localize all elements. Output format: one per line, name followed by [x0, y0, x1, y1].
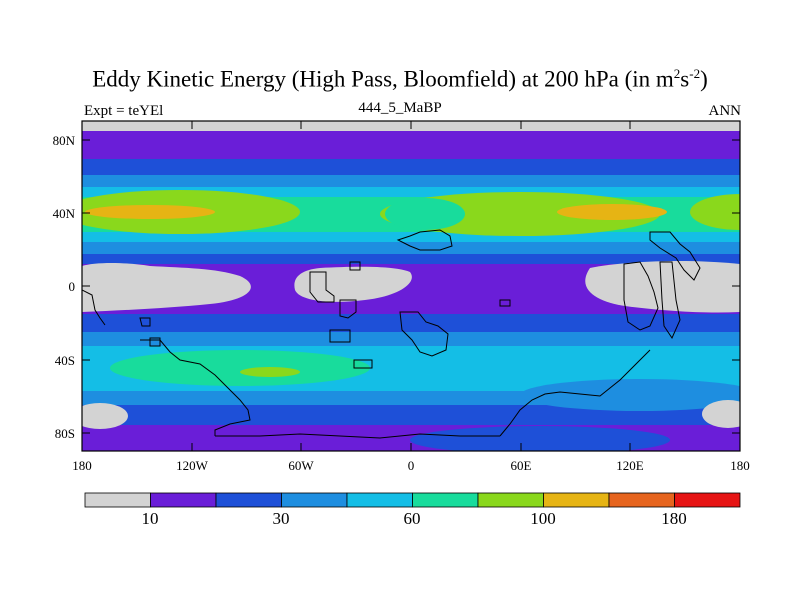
coastlines — [82, 229, 701, 439]
peak-east — [557, 204, 667, 220]
coast-tiny2 — [349, 261, 361, 271]
south-peak — [240, 367, 300, 377]
colorbar-swatch — [412, 492, 479, 508]
coast-atlantic-island — [309, 271, 335, 303]
lon-axis — [81, 121, 741, 451]
colorbar-label: 100 — [530, 509, 556, 528]
coast-north-block — [396, 229, 453, 251]
colorbar-swatch — [215, 492, 282, 508]
lat-tick-label: 80N — [53, 133, 76, 148]
lat-axis — [82, 139, 740, 434]
lon-tick-label: 0 — [408, 458, 415, 473]
lon-tick-label: 180 — [72, 458, 92, 473]
coast-east-mid — [659, 261, 681, 340]
band-blue-south — [82, 314, 740, 332]
south-green — [110, 350, 370, 386]
lon-tick-label: 120W — [176, 458, 209, 473]
colorbar-swatch — [346, 492, 413, 508]
band-blue-north2 — [82, 254, 740, 264]
coast-east-landmass — [623, 261, 659, 331]
lat-tick-label: 80S — [55, 426, 75, 441]
band-violet-north — [82, 131, 740, 159]
colorbar-swatch — [281, 492, 348, 508]
lat-tick-label: 40S — [55, 353, 75, 368]
map-contours — [82, 121, 740, 451]
grey-atlantic — [294, 266, 412, 302]
experiment-label: Expt = teYEl — [84, 103, 164, 119]
coast-small2 — [329, 329, 351, 343]
lon-tick-label: 60W — [288, 458, 314, 473]
colorbar — [84, 492, 741, 508]
peak-west — [85, 205, 215, 219]
lon-tick-label: 180 — [730, 458, 750, 473]
colorbar-swatch — [150, 492, 217, 508]
south-lightblue-east — [520, 379, 740, 411]
coast-northeast — [649, 231, 701, 281]
colorbar-label: 30 — [273, 509, 290, 528]
lon-tick-label: 120E — [616, 458, 644, 473]
coast-south-west — [140, 339, 251, 436]
band-lightblue-north2 — [82, 242, 740, 254]
coast-tiny — [499, 299, 511, 307]
grey-south-east — [702, 400, 740, 428]
colorbar-label: 60 — [404, 509, 421, 528]
plot-subtitle: 444_5_MaBP — [358, 100, 442, 116]
plot-title: Eddy Kinetic Energy (High Pass, Bloomfie… — [92, 66, 708, 92]
coast-islet1 — [139, 317, 151, 327]
colorbar-swatch — [477, 492, 544, 508]
colorbar-label: 10 — [142, 509, 159, 528]
coast-antarctic-east — [499, 349, 651, 437]
band-lightblue-north — [82, 175, 740, 187]
coast-small1 — [339, 299, 357, 319]
band-cyan-north — [82, 187, 740, 197]
coast-central — [399, 311, 449, 357]
band-blue-north — [82, 159, 740, 175]
lat-tick-label: 40N — [53, 206, 76, 221]
coast-west — [82, 289, 106, 326]
lat-tick-label: 0 — [69, 279, 76, 294]
coast-islet2 — [149, 337, 161, 347]
coast-small3 — [353, 359, 373, 369]
colorbar-swatch — [543, 492, 610, 508]
coast-antarctic-south — [215, 433, 500, 439]
neck-0lon — [385, 198, 465, 230]
season-label: ANN — [708, 103, 742, 119]
grey-south-west — [82, 403, 128, 429]
lon-tick-label: 60E — [511, 458, 532, 473]
colorbar-swatch — [608, 492, 675, 508]
band-cyan-north2 — [82, 232, 740, 242]
band-blue-south2 — [82, 405, 740, 425]
south-blue-deep — [410, 426, 670, 451]
colorbar-swatch — [84, 492, 151, 508]
colorbar-label: 180 — [661, 509, 687, 528]
grey-west-pacific — [82, 263, 251, 312]
colorbar-swatch — [674, 492, 741, 508]
high-east-edge — [690, 194, 740, 230]
